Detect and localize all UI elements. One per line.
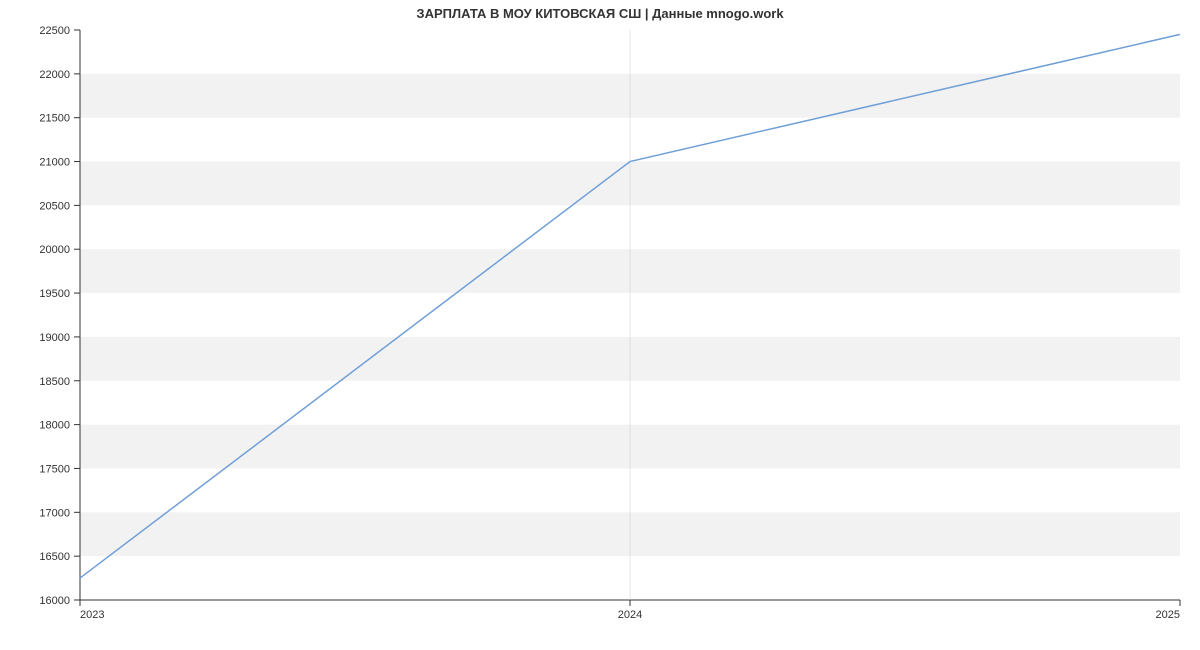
y-tick-label: 18000 — [39, 420, 70, 432]
y-tick-label: 16500 — [39, 551, 70, 563]
y-tick-label: 22500 — [39, 25, 70, 37]
y-tick-label: 16000 — [39, 595, 70, 607]
salary-chart: ЗАРПЛАТА В МОУ КИТОВСКАЯ СШ | Данные mno… — [0, 0, 1200, 650]
chart-svg: 16000 16500 17000 17500 18000 18500 19000 19500… — [0, 0, 1200, 650]
y-tick-label: 19000 — [39, 332, 70, 344]
y-tick-label: 17000 — [39, 507, 70, 519]
y-tick-label: 21500 — [39, 113, 70, 125]
y-tick-label: 17500 — [39, 463, 70, 475]
y-tick-label: 21000 — [39, 157, 70, 169]
y-tick-label: 18500 — [39, 376, 70, 388]
y-tick-label: 20500 — [39, 200, 70, 212]
y-tick-label: 20000 — [39, 244, 70, 256]
x-tick-label: 2023 — [80, 609, 104, 621]
x-tick-label: 2024 — [618, 609, 642, 621]
x-tick-label: 2025 — [1156, 609, 1180, 621]
y-tick-label: 19500 — [39, 288, 70, 300]
y-tick-label: 22000 — [39, 69, 70, 81]
